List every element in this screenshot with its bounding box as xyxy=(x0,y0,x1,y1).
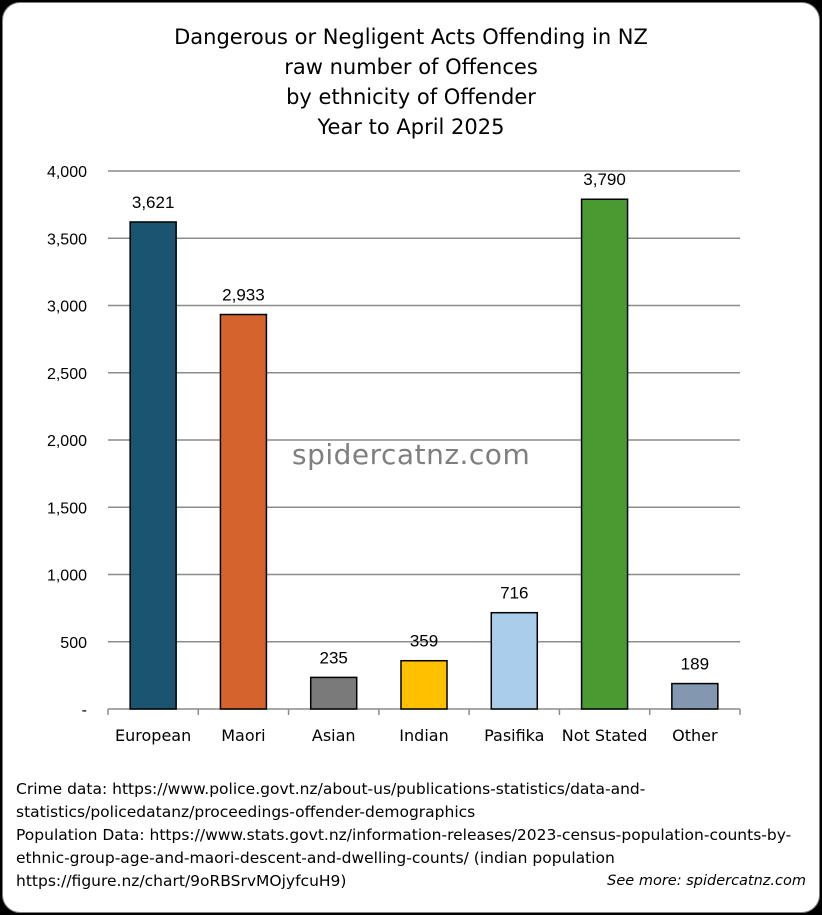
source-line-1: Crime data: https://www.police.govt.nz/a… xyxy=(16,780,646,798)
data-label: 189 xyxy=(681,655,709,674)
x-tick-label: Not Stated xyxy=(562,726,648,745)
y-tick-label: 1,000 xyxy=(47,568,87,585)
see-more-link[interactable]: See more: spidercatnz.com xyxy=(607,873,806,889)
x-tick-label: Other xyxy=(672,726,718,745)
bar-other xyxy=(671,682,719,710)
source-line-3: Population Data: https://www.stats.govt.… xyxy=(16,826,792,844)
y-tick-label: 1,500 xyxy=(47,500,87,517)
bar-asian xyxy=(309,676,358,710)
source-line-4: ethnic-group-age-and-maori-descent-and-d… xyxy=(16,849,615,867)
chart-title: Dangerous or Negligent Acts Offending in… xyxy=(0,22,822,142)
data-label: 716 xyxy=(500,584,528,603)
y-tick-label: 3,000 xyxy=(47,299,87,316)
watermark: spidercatnz.com xyxy=(292,438,531,471)
bar-maori xyxy=(219,313,268,710)
y-tick-label: 2,500 xyxy=(47,366,87,383)
x-tick-label: Pasifika xyxy=(484,726,544,745)
y-tick-label: 500 xyxy=(60,635,87,652)
data-label: 2,933 xyxy=(222,286,265,305)
bar-not-stated xyxy=(580,198,629,710)
source-notes: Crime data: https://www.police.govt.nz/a… xyxy=(16,778,816,893)
y-tick-label: 4,000 xyxy=(47,164,87,181)
title-line-3: by ethnicity of Offender xyxy=(286,85,536,109)
data-label: 235 xyxy=(320,648,348,667)
y-tick-label: 2,000 xyxy=(47,433,87,450)
bar-european xyxy=(129,221,177,710)
title-line-2: raw number of Offences xyxy=(284,55,538,79)
data-label: 3,790 xyxy=(583,170,626,189)
y-tick-label: - xyxy=(82,702,87,719)
x-tick-label: Asian xyxy=(312,726,356,745)
data-label: 359 xyxy=(410,632,438,651)
x-tick-label: European xyxy=(115,726,191,745)
source-line-2: statistics/policedatanz/proceedings-offe… xyxy=(16,803,476,821)
data-label: 3,621 xyxy=(132,193,175,212)
x-tick-label: Maori xyxy=(221,726,265,745)
y-tick-label: 3,500 xyxy=(47,231,87,248)
title-line-4: Year to April 2025 xyxy=(317,115,505,139)
bar-pasifika xyxy=(490,611,539,710)
x-tick-label: Indian xyxy=(399,726,448,745)
source-line-5: https://figure.nz/chart/9oRBSrvMOjyfcuH9… xyxy=(16,872,347,890)
bar-indian xyxy=(400,659,448,710)
title-line-1: Dangerous or Negligent Acts Offending in… xyxy=(174,25,648,49)
